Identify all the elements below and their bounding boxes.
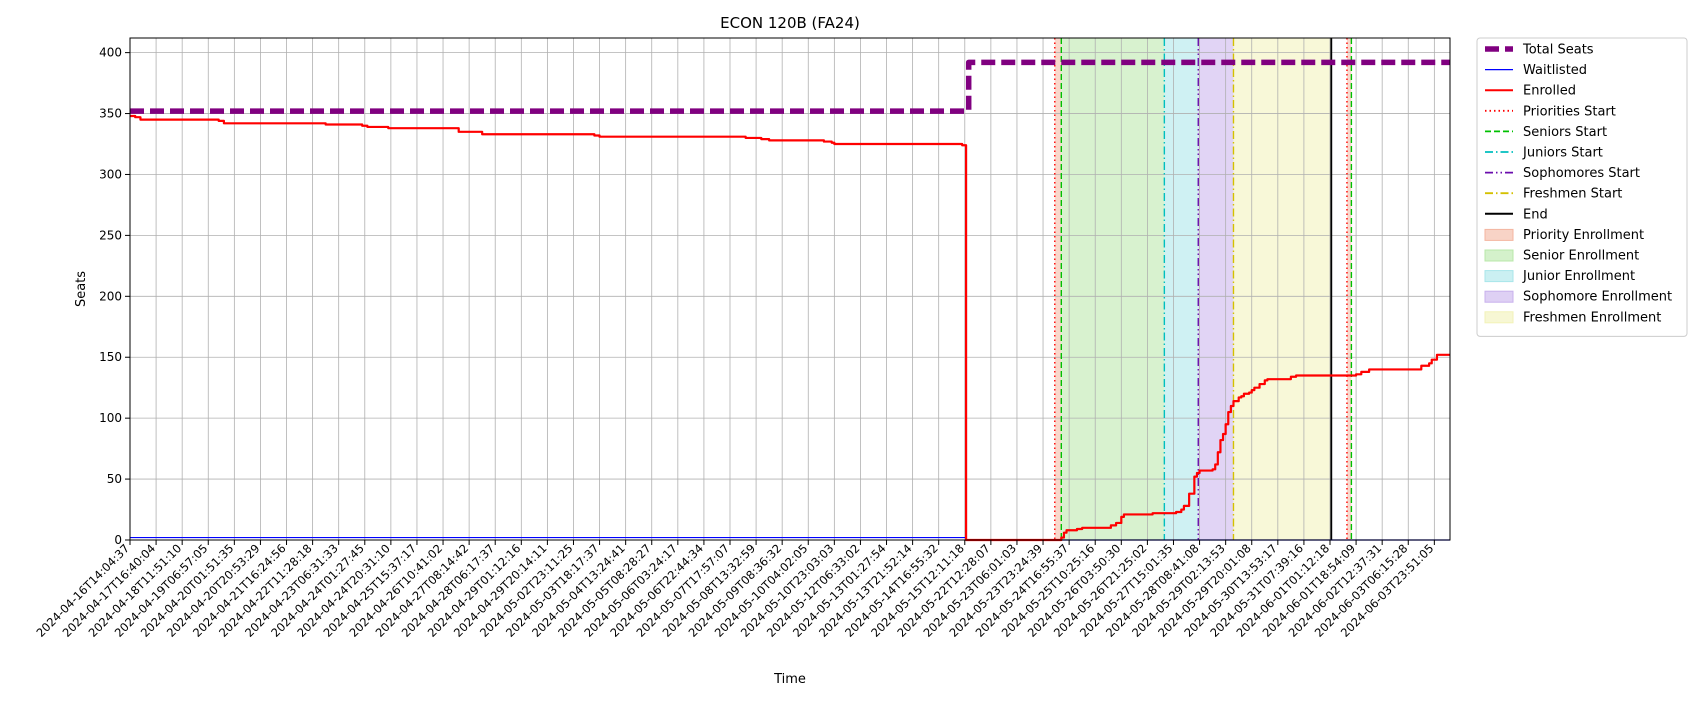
chart-title: ECON 120B (FA24)	[720, 14, 860, 32]
y-tick-label: 350	[99, 107, 122, 121]
legend-label: End	[1523, 207, 1548, 222]
legend-label: Waitlisted	[1523, 63, 1587, 78]
legend-label: Priorities Start	[1523, 104, 1616, 119]
plot-frame	[129, 37, 1451, 541]
y-axis-label: Seats	[74, 271, 89, 307]
legend: Total Seats Waitlisted Enrolled Priorities …	[1476, 37, 1688, 337]
y-tick-label: 150	[99, 350, 122, 364]
legend-swatch	[1484, 311, 1514, 324]
legend-label: Enrolled	[1523, 84, 1576, 99]
shaded-region	[1054, 38, 1062, 540]
legend-label: Total Seats	[1522, 43, 1594, 58]
y-tick-label: 300	[99, 167, 122, 181]
x-axis-label: Time	[773, 672, 806, 687]
y-tick-label: 200	[99, 289, 122, 303]
grid-lines	[129, 38, 1450, 541]
y-tick-label: 250	[99, 228, 122, 242]
legend-label: Juniors Start	[1522, 146, 1603, 161]
legend-label: Freshmen Start	[1523, 187, 1622, 202]
legend-label: Sophomore Enrollment	[1523, 290, 1672, 305]
legend-label: Senior Enrollment	[1523, 249, 1639, 264]
shaded-region	[1233, 38, 1332, 540]
y-tick-label: 0	[114, 533, 122, 547]
series-line	[130, 114, 1450, 542]
series-line	[130, 59, 1450, 114]
legend-label: Priority Enrollment	[1523, 228, 1644, 243]
shaded-region	[1164, 38, 1199, 540]
legend-swatch	[1484, 228, 1514, 241]
phase-start-lines	[1054, 38, 1353, 540]
y-tick-label: 50	[107, 472, 122, 486]
legend-label: Junior Enrollment	[1522, 269, 1635, 284]
legend-box	[1476, 37, 1688, 337]
legend-label: Freshmen Enrollment	[1523, 310, 1661, 325]
legend-swatch	[1484, 270, 1514, 283]
shaded-region	[1346, 38, 1352, 540]
y-tick-label: 400	[99, 46, 122, 60]
legend-swatch	[1484, 249, 1514, 262]
legend-swatch	[1484, 290, 1514, 303]
shaded-region	[1198, 38, 1234, 540]
legend-label: Seniors Start	[1523, 125, 1607, 140]
legend-label: Sophomores Start	[1523, 166, 1640, 181]
y-tick-label: 100	[99, 411, 122, 425]
